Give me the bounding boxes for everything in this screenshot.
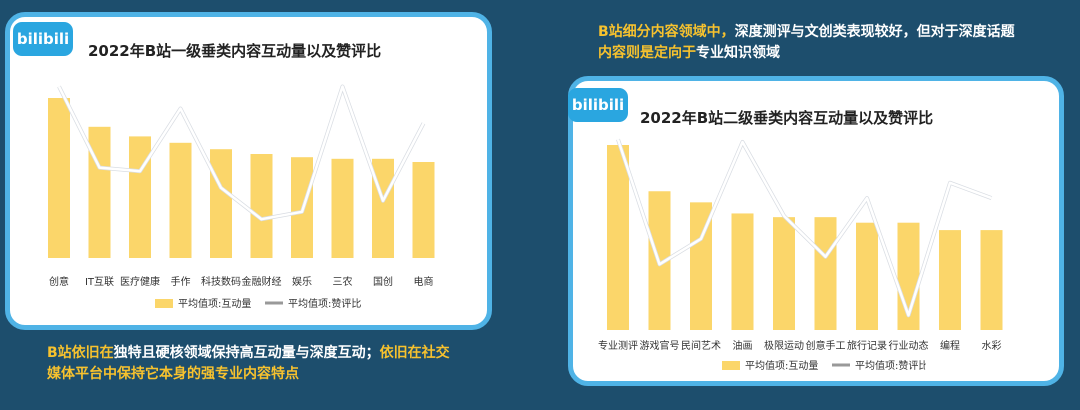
- brand-name: 青瓜传媒: [957, 357, 1037, 381]
- x-tick-label: 三农: [333, 275, 353, 288]
- brand-watermark: 青瓜传媒: [925, 353, 1037, 382]
- caption-left-part: B站依旧在: [47, 345, 114, 361]
- x-tick-label: 医疗健康: [120, 275, 160, 288]
- bar-0-5: [250, 154, 273, 258]
- x-tick-label: 极限运动: [764, 339, 804, 352]
- legend-label-line: 平均值项:赞评比: [855, 359, 928, 372]
- legend-swatch-bar: [722, 361, 740, 370]
- bar-1-3: [731, 213, 754, 330]
- caption-right: B站细分内容领域中，深度测评与文创类表现较好，但对于深度话题内容则是定向于专业知…: [598, 22, 1038, 64]
- x-tick-label: 电商: [414, 275, 434, 288]
- bar-0-2: [129, 136, 151, 258]
- bar-0-0: [48, 98, 70, 258]
- x-tick-label: 旅行记录: [847, 339, 887, 352]
- bar-1-4: [773, 217, 795, 330]
- bar-0-7: [331, 158, 354, 258]
- caption-left-part: 依旧在社交: [379, 345, 450, 361]
- chart-title-left: 2022年B站一级垂类内容互动量以及赞评比: [88, 42, 382, 60]
- x-tick-label: 游戏官号: [640, 339, 680, 352]
- x-tick-label: 民间艺术: [681, 339, 721, 352]
- caption-right-part: B站细分内容领域中，: [598, 24, 735, 40]
- x-tick-label: 专业测评: [598, 339, 638, 352]
- x-tick-label: 创意手工: [806, 339, 846, 352]
- legend-label-bar: 平均值项:互动量: [745, 359, 818, 372]
- x-tick-label: 科技数码: [201, 275, 241, 288]
- bar-1-8: [939, 230, 961, 330]
- bar-0-3: [169, 142, 192, 258]
- x-tick-label: 手作: [171, 275, 191, 288]
- bar-1-0: [607, 145, 629, 330]
- x-tick-label: 油画: [733, 339, 753, 352]
- caption-left: B站依旧在独特且硬核领域保持高互动量与深度互动；依旧在社交媒体平台中保持它本身的…: [47, 343, 487, 385]
- bar-1-6: [856, 222, 878, 330]
- legend-label-line: 平均值项:赞评比: [288, 297, 361, 310]
- caption-left-part: 独特且硬核领域保持高互动量与深度互动；: [113, 345, 380, 361]
- bar-1-9: [980, 230, 1003, 330]
- bar-0-4: [210, 149, 232, 258]
- caption-right-part: 内容则是定向于: [598, 45, 696, 61]
- bilibili-logo: bilibili: [568, 88, 628, 122]
- x-tick-label: 行业动态: [889, 339, 929, 352]
- line-series-1: [616, 139, 992, 317]
- x-tick-label: IT互联: [85, 276, 114, 288]
- line-series-shadow-0: [57, 84, 426, 222]
- left-chart-panel: [5, 12, 492, 330]
- legend-label-bar: 平均值项:互动量: [178, 297, 251, 310]
- caption-right-part: 专业知识领域: [696, 45, 780, 61]
- x-tick-label: 水彩: [982, 340, 1002, 352]
- caption-right-part: 深度测评与文创类表现较好，但对于深度话题: [734, 24, 1015, 40]
- x-tick-label: 创意: [49, 275, 69, 288]
- bar-0-9: [412, 162, 435, 258]
- caption-left-part: 媒体平台中保持它本身的强专业内容特点: [47, 366, 299, 382]
- bilibili-logo: bilibili: [13, 22, 73, 56]
- x-tick-label: 娱乐: [292, 275, 312, 288]
- legend-swatch-bar: [155, 299, 173, 308]
- brand-icon: [925, 354, 951, 381]
- x-tick-label: 编程: [940, 339, 960, 352]
- chart-title-right: 2022年B站二级垂类内容互动量以及赞评比: [640, 109, 934, 127]
- bar-1-2: [690, 202, 712, 330]
- bar-0-1: [88, 126, 111, 258]
- x-tick-label: 金融财经: [242, 275, 282, 288]
- x-tick-label: 国创: [373, 275, 393, 288]
- bar-1-5: [814, 217, 837, 330]
- line-series-0: [57, 85, 425, 221]
